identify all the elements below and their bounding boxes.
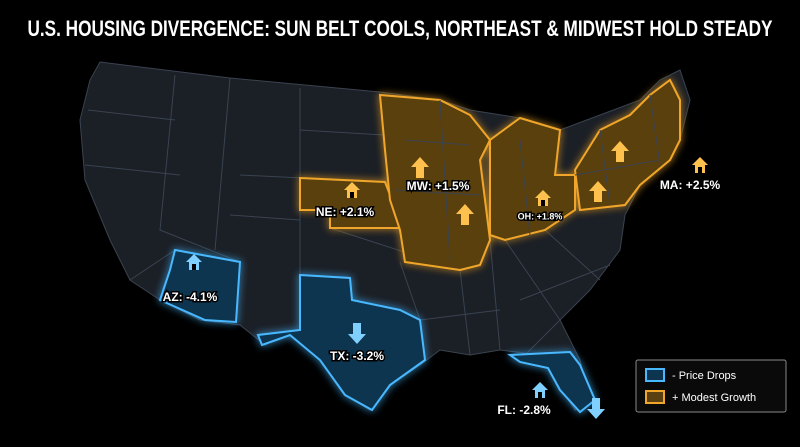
legend-swatch: [645, 368, 665, 382]
legend-swatch: [645, 390, 665, 404]
legend-label: + Modest Growth: [672, 392, 756, 404]
legend-box: [635, 359, 787, 413]
region-label: FL: -2.8%: [497, 403, 551, 417]
region-label: MW: +1.5%: [407, 179, 470, 193]
legend: - Price Drops + Modest Growth: [635, 359, 787, 413]
region-label: TX: -3.2%: [330, 349, 384, 363]
region-label: AZ: -4.1%: [163, 290, 218, 304]
region-labels: AZ: -4.1% TX: -3.2% FL: -2.8% NE: +2.1% …: [161, 177, 722, 419]
northeast: [573, 78, 681, 212]
midwest: [378, 93, 492, 272]
region-label: OH: +1.8%: [518, 211, 563, 221]
nebraska: [299, 176, 402, 229]
florida: [507, 350, 597, 414]
region-label: NE: +2.1%: [316, 205, 375, 219]
region-label: MA: +2.5%: [660, 178, 721, 192]
legend-label: - Price Drops: [672, 370, 737, 382]
arizona: [158, 248, 242, 324]
region-shapes: [158, 78, 681, 414]
title: U.S. HOUSING DIVERGENCE: SUN BELT COOLS,…: [28, 16, 773, 41]
great-lakes: [489, 116, 576, 242]
texas: [256, 273, 427, 412]
state-borders: [394, 94, 661, 261]
